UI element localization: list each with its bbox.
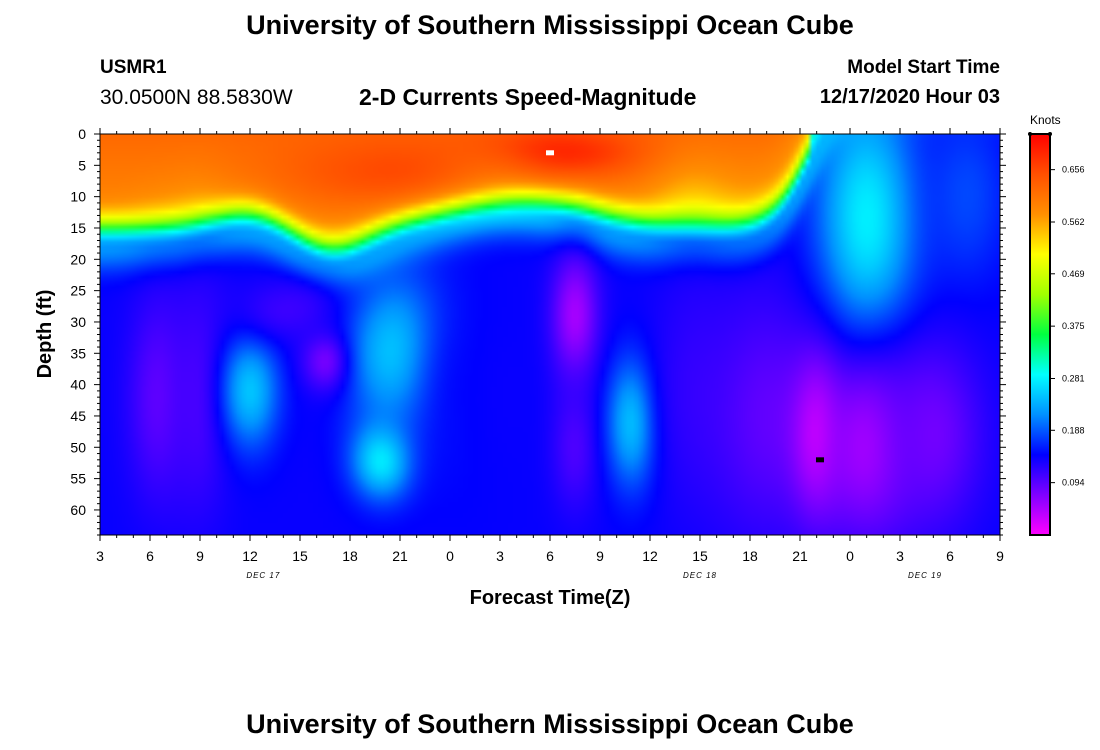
model-start-value: 12/17/2020 Hour 03 xyxy=(819,86,1000,108)
y-tick-label: 45 xyxy=(70,408,86,424)
x-tick-label: 3 xyxy=(96,548,104,564)
colorbar-corner xyxy=(1028,132,1032,136)
x-tick-label: 12 xyxy=(242,548,258,564)
x-tick-label: 15 xyxy=(292,548,308,564)
x-tick-label: 6 xyxy=(546,548,554,564)
x-tick-label: 12 xyxy=(642,548,658,564)
colorbar-tick-label: 0.094 xyxy=(1062,478,1085,488)
max-speed-marker xyxy=(546,150,554,156)
date-label: DEC 17 xyxy=(246,571,280,580)
x-tick-label: 18 xyxy=(342,548,358,564)
y-tick-label: 60 xyxy=(70,502,86,518)
colorbar-tick-label: 0.656 xyxy=(1062,165,1085,175)
y-tick-label: 50 xyxy=(70,439,86,455)
x-tick-label: 0 xyxy=(846,548,854,564)
x-tick-label: 3 xyxy=(896,548,904,564)
x-tick-label: 15 xyxy=(692,548,708,564)
chart-subtitle: 2-D Currents Speed-Magnitude xyxy=(359,84,697,110)
y-tick-label: 5 xyxy=(78,157,86,173)
date-label: DEC 18 xyxy=(683,571,717,580)
y-axis: 0 5 10 15 20 25 30 35 40 45 50 55 60 xyxy=(70,126,1006,536)
date-label: DEC 19 xyxy=(908,571,942,580)
page-title: University of Southern Mississippi Ocean… xyxy=(246,10,854,40)
x-tick-label: 9 xyxy=(196,548,204,564)
colorbar-corner xyxy=(1048,132,1052,136)
x-tick-label: 3 xyxy=(496,548,504,564)
colorbar-ticks: 0.656 0.562 0.469 0.375 0.281 0.188 0.094 xyxy=(1028,132,1085,488)
x-tick-label: 9 xyxy=(996,548,1004,564)
colorbar-tick-label: 0.562 xyxy=(1062,217,1085,227)
speed-heatmap xyxy=(100,134,1000,535)
y-tick-label: 15 xyxy=(70,220,86,236)
y-tick-label: 40 xyxy=(70,377,86,393)
colorbar-tick-label: 0.188 xyxy=(1062,425,1085,435)
station-id: USMR1 xyxy=(100,57,167,78)
x-tick-label: 9 xyxy=(596,548,604,564)
y-tick-label: 35 xyxy=(70,345,86,361)
model-start-label: Model Start Time xyxy=(847,57,1000,78)
station-coordinates: 30.0500N 88.5830W xyxy=(100,86,293,109)
x-tick-label: 21 xyxy=(792,548,808,564)
x-axis: 3 6 9 12 15 18 21 0 3 6 9 12 15 18 21 0 3 6 9 DEC 17 DEC 18 D… xyxy=(96,128,1004,580)
colorbar xyxy=(1029,133,1051,536)
y-axis-label: Depth (ft) xyxy=(34,290,56,379)
y-tick-label: 20 xyxy=(70,251,86,267)
y-tick-label: 10 xyxy=(70,189,86,205)
min-speed-marker xyxy=(816,457,824,463)
y-tick-label: 30 xyxy=(70,314,86,330)
footer-title: University of Southern Mississippi Ocean… xyxy=(246,709,854,739)
colorbar-tick-label: 0.375 xyxy=(1062,321,1085,331)
x-tick-label: 0 xyxy=(446,548,454,564)
x-tick-label: 18 xyxy=(742,548,758,564)
colorbar-tick-label: 0.469 xyxy=(1062,269,1085,279)
colorbar-units-label: Knots xyxy=(1030,113,1061,127)
x-tick-label: 6 xyxy=(946,548,954,564)
y-tick-label: 0 xyxy=(78,126,86,142)
colorbar-tick-label: 0.281 xyxy=(1062,373,1085,383)
markers xyxy=(546,150,824,463)
x-tick-label: 6 xyxy=(146,548,154,564)
x-axis-label: Forecast Time(Z) xyxy=(470,587,631,609)
y-tick-label: 25 xyxy=(70,283,86,299)
x-tick-label: 21 xyxy=(392,548,408,564)
y-tick-label: 55 xyxy=(70,471,86,487)
